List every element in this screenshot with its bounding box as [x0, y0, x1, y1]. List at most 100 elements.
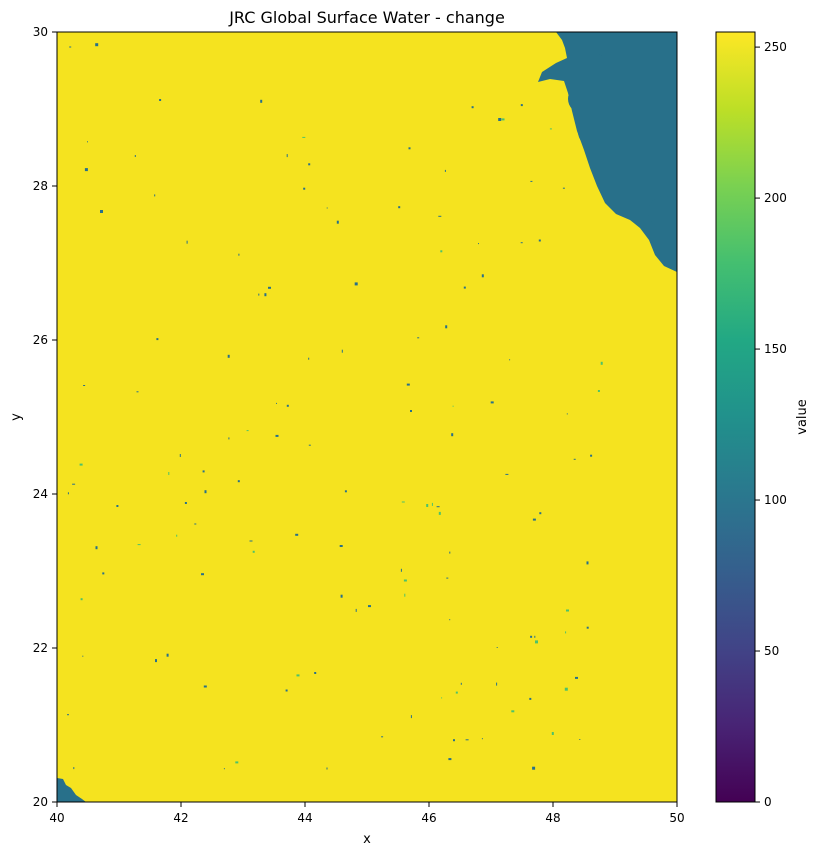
x-tick-label: 46	[421, 811, 436, 825]
southwest-water	[57, 778, 86, 802]
water-speck	[463, 286, 466, 289]
y-tick-label: 22	[33, 641, 48, 655]
x-tick-label: 48	[545, 811, 560, 825]
water-speck	[154, 194, 156, 197]
water-speck	[438, 215, 442, 217]
water-speck	[134, 155, 136, 157]
plot-frame	[56, 31, 678, 803]
water-speck	[436, 506, 440, 508]
water-speck	[532, 518, 536, 521]
water-speck	[80, 598, 83, 601]
water-speck	[498, 118, 502, 121]
water-speck	[303, 187, 306, 190]
water-speck	[534, 635, 536, 638]
water-speck	[539, 512, 542, 515]
y-tick-label: 24	[33, 487, 48, 501]
water-speck	[398, 206, 401, 209]
water-speck	[73, 767, 75, 770]
water-speck	[564, 687, 568, 691]
water-regions	[57, 32, 677, 802]
water-blob	[578, 118, 606, 146]
water-blob	[596, 170, 616, 190]
colorbar: 0 50 100 150 200 250 value	[715, 31, 810, 809]
water-speck	[529, 697, 532, 700]
colorbar-tick-label: 50	[764, 644, 779, 658]
water-speck	[368, 605, 371, 608]
water-speck	[249, 540, 253, 542]
water-speck	[355, 608, 357, 612]
water-speck	[186, 240, 188, 244]
water-speck	[204, 490, 207, 494]
water-blob	[568, 85, 596, 113]
water-speck	[67, 714, 69, 716]
water-speck	[448, 758, 452, 761]
water-speck	[176, 534, 178, 537]
water-speck	[426, 504, 429, 507]
water-speck	[449, 551, 451, 554]
water-speck	[168, 472, 170, 475]
water-speck	[431, 502, 433, 506]
water-speck	[201, 573, 204, 576]
water-speck	[344, 490, 347, 493]
x-tick-label: 42	[173, 811, 188, 825]
plot-background	[57, 32, 677, 802]
water-speck	[565, 631, 567, 634]
water-speck	[95, 546, 98, 550]
water-speck	[573, 458, 576, 460]
water-speck	[505, 473, 509, 475]
water-speck	[296, 674, 300, 677]
water-speck	[441, 697, 443, 699]
water-speck	[79, 463, 83, 466]
water-speck	[520, 104, 523, 107]
water-speck	[590, 454, 593, 457]
water-speck	[268, 286, 271, 289]
water-speck	[102, 572, 105, 575]
water-speck	[252, 550, 255, 553]
water-speck	[586, 626, 589, 629]
water-speck	[67, 492, 69, 495]
colorbar-tick-label: 150	[764, 342, 787, 356]
water-speck	[116, 505, 119, 507]
water-speck	[341, 349, 343, 353]
x-tick-label: 50	[669, 811, 684, 825]
water-speck	[286, 404, 289, 407]
water-speck	[308, 163, 311, 166]
water-speck	[203, 685, 207, 688]
water-speck	[481, 738, 483, 740]
water-speck	[260, 99, 263, 103]
water-speck	[339, 545, 343, 547]
water-blob	[648, 196, 677, 228]
water-speck	[538, 239, 541, 242]
water-speck	[136, 391, 139, 393]
water-speck	[237, 480, 240, 483]
water-speck	[326, 207, 328, 209]
water-speck	[444, 169, 446, 172]
water-speck	[564, 43, 566, 45]
water-speck	[452, 405, 454, 407]
water-speck	[438, 511, 441, 515]
water-speck	[202, 470, 205, 473]
water-speck	[179, 454, 181, 457]
water-speck	[340, 594, 343, 598]
water-speck	[562, 187, 565, 189]
chart-title: JRC Global Surface Water - change	[228, 8, 505, 27]
water-speck	[445, 325, 448, 329]
colorbar-label: value	[795, 399, 810, 435]
water-speck	[336, 220, 339, 224]
water-speck	[159, 99, 162, 101]
colorbar-tick-label: 0	[764, 795, 772, 809]
x-tick-label: 44	[297, 811, 312, 825]
water-speck	[449, 619, 451, 621]
y-axis: 20 22 24 26 28 30	[33, 25, 57, 809]
water-speck	[401, 501, 405, 503]
water-speck	[460, 682, 462, 685]
water-speck	[308, 357, 310, 360]
y-axis-label: y	[9, 413, 24, 421]
water-speck	[501, 118, 505, 121]
water-speck	[597, 390, 600, 392]
water-speck	[223, 768, 225, 770]
water-speck	[285, 689, 288, 692]
water-speck	[453, 739, 455, 742]
water-speck	[535, 640, 538, 644]
y-tick-label: 26	[33, 333, 48, 347]
